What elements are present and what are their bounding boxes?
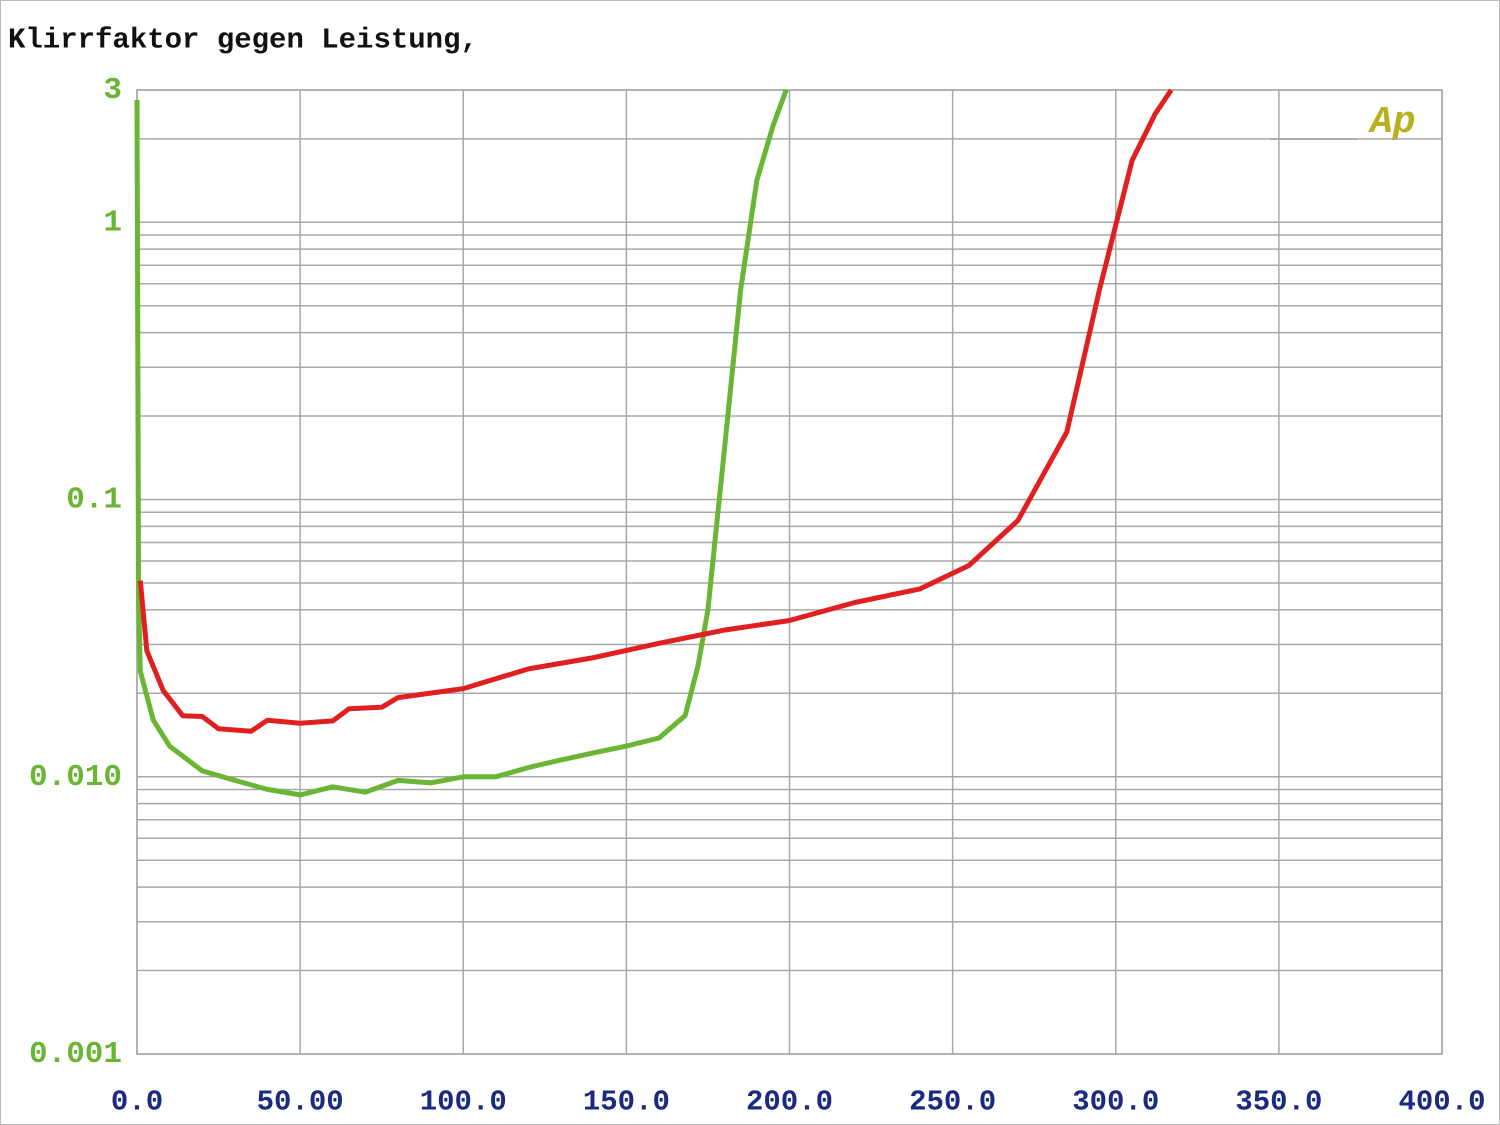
x-tick-label: 250.0: [909, 1086, 996, 1119]
series-line: [134, 89, 789, 798]
x-tick-label: 200.0: [746, 1086, 833, 1119]
x-tick-label: 350.0: [1235, 1086, 1322, 1119]
y-tick-label: 0.010: [29, 760, 122, 795]
y-tick-label: 0.001: [29, 1037, 122, 1072]
x-tick-label: 50.00: [257, 1086, 344, 1119]
x-tick-label: 400.0: [1398, 1086, 1485, 1119]
chart-title: Klirrfaktor gegen Leistung,: [8, 24, 478, 57]
annotation: Ap: [1368, 101, 1416, 144]
y-tick-label: 1: [103, 205, 122, 240]
y-tick-label: 0.1: [66, 483, 122, 518]
series-line: [137, 88, 1174, 734]
x-tick-label: 100.0: [420, 1086, 507, 1119]
x-tick-label: 0.0: [111, 1086, 163, 1119]
y-tick-label: 3: [103, 73, 122, 108]
x-tick-label: 300.0: [1072, 1086, 1159, 1119]
x-tick-label: 150.0: [583, 1086, 670, 1119]
